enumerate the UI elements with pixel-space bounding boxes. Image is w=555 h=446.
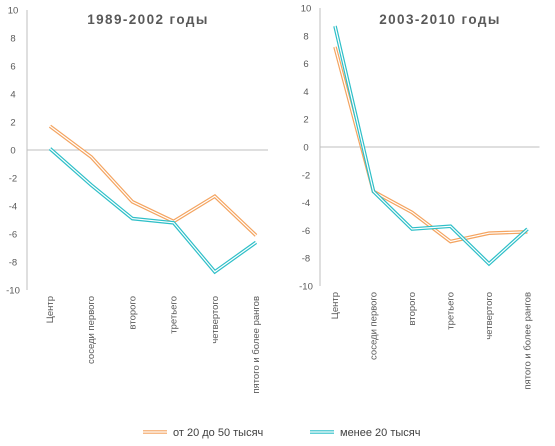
x-tick-label: второго xyxy=(127,296,138,329)
series-line-1 xyxy=(48,124,258,237)
series-line-2 xyxy=(333,25,529,267)
y-tick-label: 4 xyxy=(303,87,308,98)
y-tick-label: -8 xyxy=(9,258,17,269)
x-tick-label: пятого и более рангов xyxy=(523,292,534,390)
y-tick-label: -4 xyxy=(302,198,310,209)
legend-item: менее 20 тысяч xyxy=(310,427,420,439)
x-tick-label: Центр xyxy=(330,292,341,319)
y-tick-label: 10 xyxy=(301,4,312,15)
y-tick-label: 6 xyxy=(303,59,308,70)
legend-label: менее 20 тысяч xyxy=(340,427,420,439)
x-tick-label: Центр xyxy=(45,296,56,323)
chart-1: 1989-2002 годы 10 8 6 4 2 0 -2 -4 -6 -8 -10 Центр сос… xyxy=(6,6,268,394)
x-tick-label: третьего xyxy=(446,292,457,330)
y-tick-label: -10 xyxy=(299,282,313,293)
x-tick-label: четвертого xyxy=(484,292,495,340)
y-tick-label: 10 xyxy=(8,6,19,17)
y-tick-label: 6 xyxy=(10,62,15,73)
x-tick-label: второго xyxy=(407,292,418,325)
series-line-inner xyxy=(49,125,257,236)
y-tick-label: -2 xyxy=(302,170,310,181)
y-tick-label: -4 xyxy=(9,202,17,213)
x-tick-label: соседи первого xyxy=(86,296,97,364)
x-tick-label: четвертого xyxy=(210,296,221,344)
x-tick-label: третьего xyxy=(169,296,180,334)
y-tick-label: -6 xyxy=(302,226,310,237)
y-tick-label: 8 xyxy=(303,31,308,42)
y-tick-label: 2 xyxy=(303,115,308,126)
series-line-inner xyxy=(49,148,257,273)
x-tick-label: пятого и более рангов xyxy=(251,296,262,394)
y-tick-label: 2 xyxy=(10,118,15,129)
y-tick-label: 0 xyxy=(303,143,308,154)
x-tick-label: соседи первого xyxy=(369,292,380,360)
series-line-2 xyxy=(48,147,258,275)
chart-title: 2003-2010 годы xyxy=(379,12,501,27)
y-tick-label: 4 xyxy=(10,90,15,101)
chart-2: 2003-2010 годы 10 8 6 4 2 0 -2 -4 -6 -8 -10 Центр сос… xyxy=(299,4,540,390)
series-line-inner xyxy=(334,25,528,265)
y-tick-label: -8 xyxy=(302,254,310,265)
legend-label: от 20 до 50 тысяч xyxy=(173,427,263,439)
y-tick-label: -10 xyxy=(6,286,20,297)
legend-item: от 20 до 50 тысяч xyxy=(143,427,263,439)
legend: от 20 до 50 тысяч менее 20 тысяч xyxy=(143,427,420,439)
y-tick-label: 8 xyxy=(10,34,15,45)
y-tick-label: -6 xyxy=(9,230,17,241)
y-tick-label: -2 xyxy=(9,174,17,185)
y-tick-label: 0 xyxy=(10,146,15,157)
chart-title: 1989-2002 годы xyxy=(87,12,209,27)
